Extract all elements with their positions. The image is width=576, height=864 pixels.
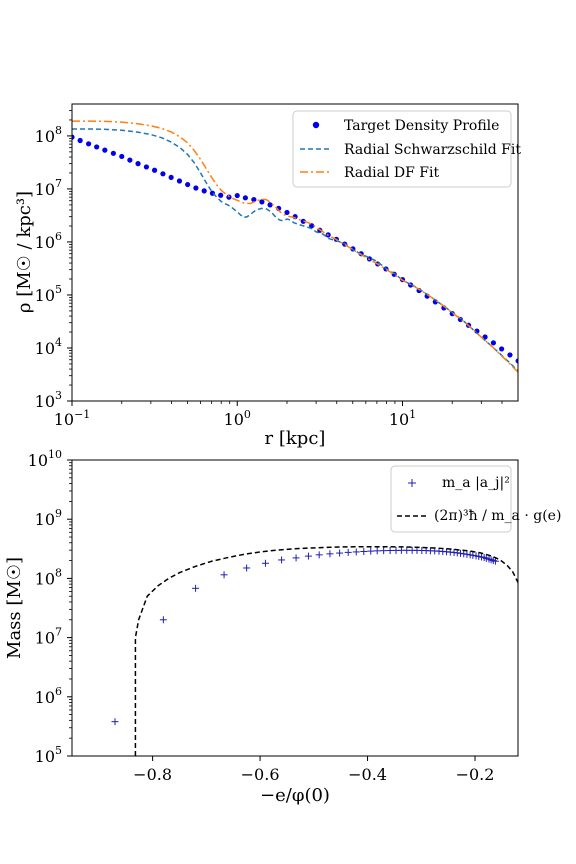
target-density-point: [234, 192, 240, 199]
mass-coefficient-point: [380, 547, 388, 555]
target-density-point: [300, 218, 306, 224]
target-density-point: [94, 144, 100, 150]
mass-coefficient-point: [278, 556, 286, 564]
mass-coefficient-point: [261, 559, 269, 567]
target-density-point: [185, 181, 191, 188]
target-density-point: [110, 150, 116, 156]
target-density-point: [499, 346, 505, 352]
density-plot-frame: [71, 103, 519, 402]
density-x-axis-label: r [kpc]: [265, 428, 326, 449]
target-density-point: [151, 167, 158, 173]
mass-coefficient-point: [386, 546, 394, 554]
mass-coefficient-point: [111, 718, 119, 726]
mass-coefficient-point: [292, 554, 300, 562]
target-density-point: [102, 147, 108, 153]
target-density-point: [242, 195, 248, 201]
mass-x-axis-label: −e/φ(0): [260, 785, 330, 806]
distribution-function-g-line: [134, 545, 518, 756]
target-density-point: [251, 196, 257, 203]
legend-g-label: (2π)³ħ / m_a · g(e): [434, 508, 561, 524]
mass-series-group: [111, 545, 518, 756]
mass-coefficient-point: [243, 564, 251, 572]
mass-coefficient-point: [352, 548, 360, 556]
mass-coefficient-point: [220, 571, 228, 579]
mass-legend: m_a |a_j|² (2π)³ħ / m_a · g(e): [390, 465, 561, 533]
target-density-point: [309, 223, 315, 229]
mass-coefficient-point: [326, 550, 334, 558]
mass-x-tick-label: −0.4: [348, 765, 387, 784]
legend-target-marker: [312, 121, 320, 129]
target-density-point: [160, 171, 166, 177]
target-density-point: [72, 134, 75, 140]
target-density-point: [490, 340, 497, 346]
target-density-point: [507, 352, 513, 358]
mass-coefficient-point: [192, 584, 200, 592]
target-density-point: [127, 157, 133, 163]
mass-coefficient-point: [463, 550, 471, 558]
mass-x-tick-label: −0.2: [456, 765, 495, 784]
target-density-point: [119, 153, 125, 160]
legend-df-label: Radial DF Fit: [344, 165, 440, 181]
legend-mass-label: m_a |a_j|²: [442, 475, 510, 491]
target-density-point: [135, 161, 141, 167]
mass-coefficient-point: [491, 557, 499, 565]
target-density-point: [515, 358, 518, 364]
legend-schwarzschild-label: Radial Schwarzschild Fit: [344, 142, 521, 158]
radial-df-fit-line: [72, 120, 518, 373]
radial-schwarzschild-fit-line: [72, 128, 518, 372]
mass-x-tick-label: −0.6: [241, 765, 280, 784]
density-y-axis-label: ρ [M☉ / kpc³]: [14, 191, 35, 313]
mass-coefficient-point: [344, 548, 352, 556]
mass-coefficient-point: [367, 547, 375, 555]
mass-plot-frame: [71, 459, 519, 757]
mass-coefficient-point: [373, 547, 381, 555]
target-density-point: [267, 202, 273, 208]
density-series-group: [72, 120, 518, 373]
mass-coefficient-point: [360, 547, 368, 555]
mass-x-tick-label: −0.8: [133, 765, 172, 784]
density-legend: Target Density Profile Radial Schwarzsch…: [292, 110, 521, 188]
target-density-point: [85, 141, 92, 147]
target-density-point: [143, 164, 150, 170]
mass-coefficient-point: [159, 616, 167, 624]
target-density-point: [77, 137, 83, 144]
target-density-point: [176, 178, 183, 184]
mass-coefficient-point: [336, 549, 344, 557]
mass-coefficient-point: [469, 551, 477, 559]
legend-target-label: Target Density Profile: [344, 118, 499, 134]
mass-coefficient-point: [304, 552, 312, 560]
target-density-point: [284, 209, 290, 216]
mass-y-axis-label: Mass [M☉]: [4, 557, 25, 659]
density-legend-box: [292, 110, 512, 188]
target-density-point: [193, 185, 199, 191]
legend-mass-marker: [408, 479, 416, 487]
mass-coefficient-point: [315, 551, 323, 559]
target-density-point: [168, 174, 174, 181]
target-density-point: [218, 192, 224, 198]
target-density-point: [201, 188, 207, 194]
target-density-point: [259, 199, 265, 205]
